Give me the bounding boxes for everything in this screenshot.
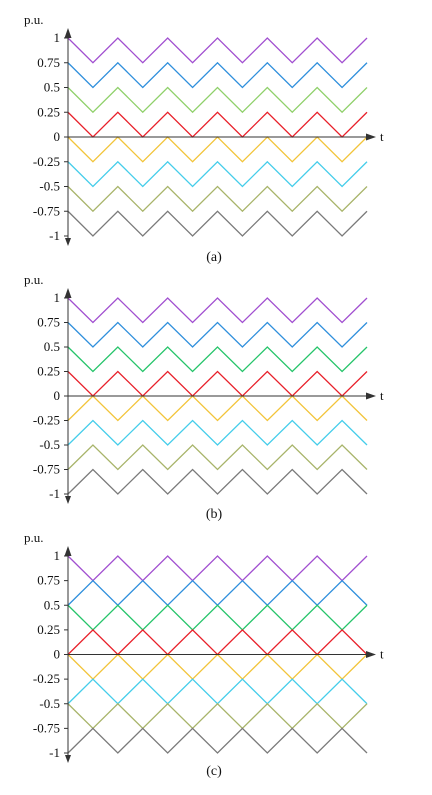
carrier-series-1 <box>67 37 368 64</box>
carrier-series-4 <box>67 628 368 656</box>
x-axis-label: t <box>380 647 384 662</box>
y-tick-label: 0 <box>54 388 61 403</box>
x-axis-label: t <box>380 129 384 144</box>
carrier-series-7 <box>67 444 368 471</box>
y-tick-label: 1 <box>54 290 61 305</box>
x-axis-arrow <box>366 133 376 141</box>
carrier-series-5 <box>67 395 368 422</box>
y-tick-label: 0.75 <box>37 573 60 588</box>
carrier-series-2 <box>67 321 368 348</box>
y-tick-label: -0.75 <box>33 462 60 477</box>
y-tick-label: 0 <box>54 129 61 144</box>
carrier-series-8 <box>67 727 368 754</box>
panel-c: 1 0.75 0.5 0.25 0 -0.25 -0.5 -0.75 -1 p.u. t (c) <box>24 530 384 779</box>
y-tick-label: -0.5 <box>39 696 60 711</box>
y-tick-label: 0.5 <box>44 339 60 354</box>
carrier-series-8 <box>67 210 368 237</box>
y-tick-label: -1 <box>49 745 60 760</box>
y-tick-label: -0.25 <box>33 154 60 169</box>
carrier-series-3 <box>67 604 368 631</box>
y-axis-unit-label: p.u. <box>24 272 44 287</box>
carrier-series-3 <box>67 346 368 373</box>
y-axis-arrow <box>64 288 72 298</box>
y-tick-label: 0.25 <box>37 622 60 637</box>
y-tick-label: -0.75 <box>33 203 60 218</box>
y-tick-label: 0.5 <box>44 80 60 95</box>
carrier-series-1 <box>67 297 368 324</box>
carrier-series-3 <box>67 86 368 114</box>
y-tick-label: -0.5 <box>39 437 60 452</box>
carrier-series-2 <box>67 61 368 89</box>
carrier-series-6 <box>67 678 368 705</box>
y-axis-arrow <box>64 28 72 38</box>
panel-caption: (c) <box>206 764 222 779</box>
carrier-series-4 <box>67 111 368 138</box>
y-tick-label: -1 <box>49 228 60 243</box>
carrier-series-6 <box>67 160 368 188</box>
y-tick-label: -0.25 <box>33 671 60 686</box>
y-tick-label: -0.75 <box>33 720 60 735</box>
carrier-series-2 <box>67 579 368 607</box>
carrier-series-7 <box>67 702 368 730</box>
y-tick-label: 0.75 <box>37 55 60 70</box>
x-axis-arrow <box>366 392 376 400</box>
y-axis-unit-label: p.u. <box>24 12 44 27</box>
x-axis-arrow <box>366 651 376 658</box>
y-tick-label: -0.5 <box>39 179 60 194</box>
y-tick-label: 0.25 <box>37 104 60 119</box>
y-axis-bottom-arrow <box>65 496 71 504</box>
panel-caption: (b) <box>206 507 223 522</box>
y-axis-unit-label: p.u. <box>24 530 44 545</box>
panel-a: 1 0.75 0.5 0.25 0 -0.25 -0.5 -0.75 -1 p.u. t (a) <box>24 12 384 265</box>
y-tick-label: -0.25 <box>33 413 60 428</box>
carrier-series-5 <box>67 136 368 163</box>
y-tick-label: -1 <box>49 486 60 501</box>
y-tick-label: 1 <box>54 548 61 563</box>
panel-caption: (a) <box>206 250 222 265</box>
carrier-series-5 <box>67 653 368 681</box>
carrier-series-6 <box>67 419 368 446</box>
y-tick-label: 0.25 <box>37 364 60 379</box>
y-axis-bottom-arrow <box>65 755 71 763</box>
carrier-series-1 <box>67 555 368 582</box>
panel-b: 1 0.75 0.5 0.25 0 -0.25 -0.5 -0.75 -1 p.u. t (b) <box>24 272 384 522</box>
y-tick-label: 0.75 <box>37 315 60 330</box>
y-axis-bottom-arrow <box>65 238 71 246</box>
y-tick-label: 1 <box>54 30 61 45</box>
x-axis-label: t <box>380 388 384 403</box>
carrier-series-4 <box>67 370 368 397</box>
y-tick-label: 0.5 <box>44 597 60 612</box>
carrier-series-8 <box>67 468 368 495</box>
y-axis-arrow <box>64 546 72 556</box>
carrier-series-7 <box>67 185 368 213</box>
y-tick-label: 0 <box>54 647 61 662</box>
